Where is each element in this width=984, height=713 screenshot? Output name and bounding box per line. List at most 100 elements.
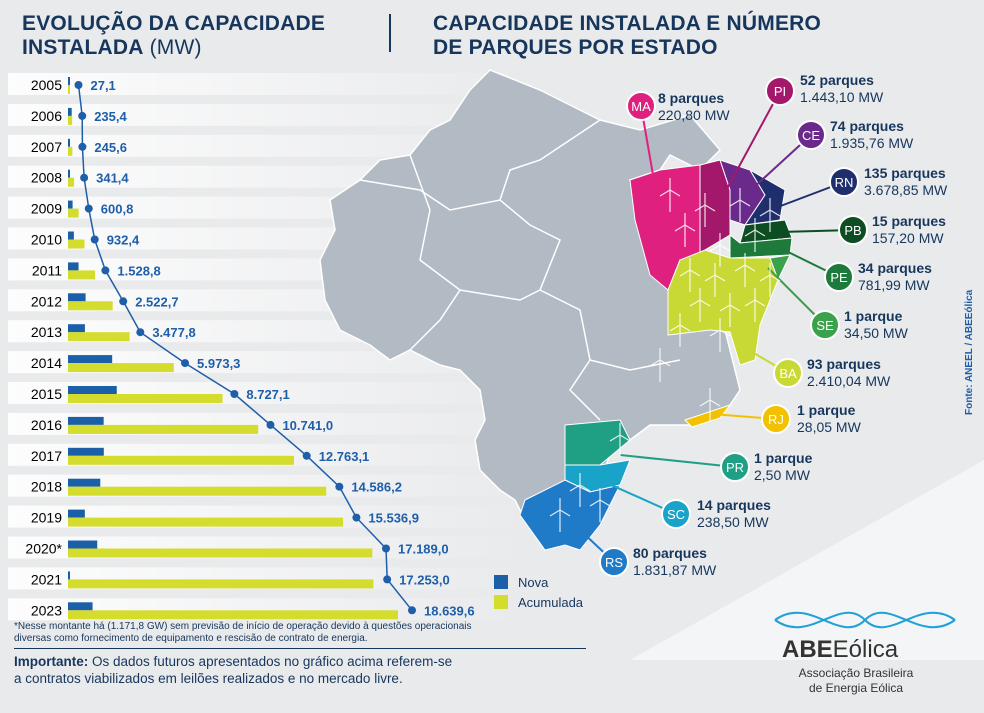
bar-acumulada <box>68 115 73 125</box>
accumulated-point <box>78 142 87 151</box>
state-parks: 34 parques <box>858 260 932 276</box>
state-info-pi: 52 parques 1.443,10 MW <box>800 72 883 106</box>
wind-turbine-icon <box>704 263 726 297</box>
state-capacity: 781,99 MW <box>858 277 930 293</box>
year-label: 2014 <box>31 355 62 371</box>
state-pr <box>564 419 631 466</box>
wind-turbine-icon <box>569 473 591 507</box>
accumulated-point <box>335 482 344 491</box>
wind-turbine-icon <box>709 318 731 352</box>
year-label: 2021 <box>31 571 62 587</box>
bar-nova <box>68 571 70 580</box>
state-info-pe: 34 parques 781,99 MW <box>858 260 932 294</box>
bar-nova <box>68 540 98 549</box>
bar-acumulada <box>68 579 374 589</box>
state-info-se: 1 parque 34,50 MW <box>844 308 908 342</box>
year-label: 2009 <box>31 201 62 217</box>
value-labels: 27,1 235,4 245,6 341,4 600,8 932,4 1.528,8 2.52… <box>90 78 474 618</box>
value-label: 5.973,3 <box>197 356 240 371</box>
connector-ma <box>640 105 661 216</box>
important-label: Importante: <box>14 654 89 669</box>
bars <box>68 77 398 620</box>
important-note: Importante: Os dados futuros apresentado… <box>14 653 452 687</box>
bar-nova <box>68 200 73 209</box>
year-labels: 2005 2006 2007 2008 2009 2010 2011 2012 2013 2014… <box>25 77 62 618</box>
bar-nova <box>68 107 72 116</box>
bar-nova <box>68 386 117 394</box>
bar-acumulada <box>68 146 73 156</box>
value-label: 12.763,1 <box>319 449 370 464</box>
bar-acumulada <box>68 85 70 94</box>
wind-turbine-icon <box>694 193 716 227</box>
value-label: 245,6 <box>94 140 127 155</box>
legend-nova-swatch <box>494 575 508 589</box>
bar-nova <box>68 509 85 518</box>
legend-acumulada-label: Acumulada <box>518 594 584 610</box>
state-capacity: 3.678,85 MW <box>864 182 948 198</box>
accumulated-point <box>181 359 190 368</box>
accumulated-point <box>90 235 99 244</box>
year-label: 2008 <box>31 170 62 186</box>
left-title-line1: EVOLUÇÃO DA CAPACIDADE <box>22 12 326 35</box>
accumulated-point <box>78 111 87 120</box>
logo-abbr: ABE <box>782 636 833 663</box>
row-background <box>8 73 528 95</box>
value-label: 600,8 <box>101 202 134 217</box>
bar-nova <box>68 262 79 271</box>
logo-word: Eólica <box>832 636 899 663</box>
value-label: 15.536,9 <box>368 511 419 526</box>
chart-legend: Nova Acumulada <box>494 572 583 612</box>
wind-turbine-icon <box>699 388 721 422</box>
year-label: 2012 <box>31 293 62 309</box>
wind-turbine-icon <box>759 263 781 297</box>
wind-turbine-icon <box>759 198 781 232</box>
wind-turbine-icon <box>734 253 756 287</box>
bar-acumulada <box>68 363 174 373</box>
bar-acumulada <box>68 486 327 496</box>
state-rj <box>684 404 732 428</box>
right-title: CAPACIDADE INSTALADA E NÚMERO DE PARQUES… <box>433 12 821 60</box>
state-parks: 8 parques <box>658 90 725 106</box>
state-badge-sc: SC <box>661 499 691 529</box>
state-parks: 52 parques <box>800 72 874 88</box>
right-title-line2: DE PARQUES POR ESTADO <box>433 36 718 59</box>
state-badge-rs: RS <box>599 547 629 577</box>
bar-acumulada <box>68 208 79 218</box>
connector-ce <box>739 134 812 201</box>
accumulated-points <box>74 81 416 615</box>
wind-turbine-icon <box>689 288 711 322</box>
important-line2: a contratos viabilizados em leilões real… <box>14 671 403 686</box>
value-label: 1.528,8 <box>117 263 160 278</box>
state-badge-pb: PB <box>838 215 868 245</box>
note-divider <box>14 648 586 649</box>
wind-turbine-icon <box>649 348 671 382</box>
value-label: 10.741,0 <box>282 418 333 433</box>
state-capacity: 1.831,87 MW <box>633 562 717 578</box>
legend-nova: Nova <box>494 572 583 592</box>
wind-turbine-icon <box>744 288 766 322</box>
state-parks: 1 parque <box>797 402 856 418</box>
abeeolica-logo-icon <box>774 611 956 629</box>
right-title-line1: CAPACIDADE INSTALADA E NÚMERO <box>433 12 822 35</box>
bar-nova <box>68 416 104 425</box>
state-pe <box>729 233 793 259</box>
year-label: 2019 <box>31 510 62 526</box>
wind-turbine-icon <box>719 293 741 327</box>
legend-acumulada-swatch <box>494 595 508 609</box>
value-label: 2.522,7 <box>135 294 178 309</box>
accumulated-point <box>80 173 89 182</box>
bar-acumulada <box>68 424 259 434</box>
state-capacity: 1.935,76 MW <box>830 135 914 151</box>
row-background <box>8 134 528 157</box>
state-parks: 135 parques <box>864 165 946 181</box>
year-label: 2010 <box>31 232 62 248</box>
wind-turbine-icon <box>549 498 571 532</box>
accumulated-point <box>136 328 145 337</box>
state-badge-rj: RJ <box>761 404 791 434</box>
year-label: 2006 <box>31 108 62 124</box>
bar-acumulada <box>68 177 75 187</box>
wind-turbine-icon <box>744 218 766 252</box>
bar-acumulada <box>68 270 96 280</box>
accumulated-point <box>101 266 110 275</box>
year-label: 2016 <box>31 417 62 433</box>
